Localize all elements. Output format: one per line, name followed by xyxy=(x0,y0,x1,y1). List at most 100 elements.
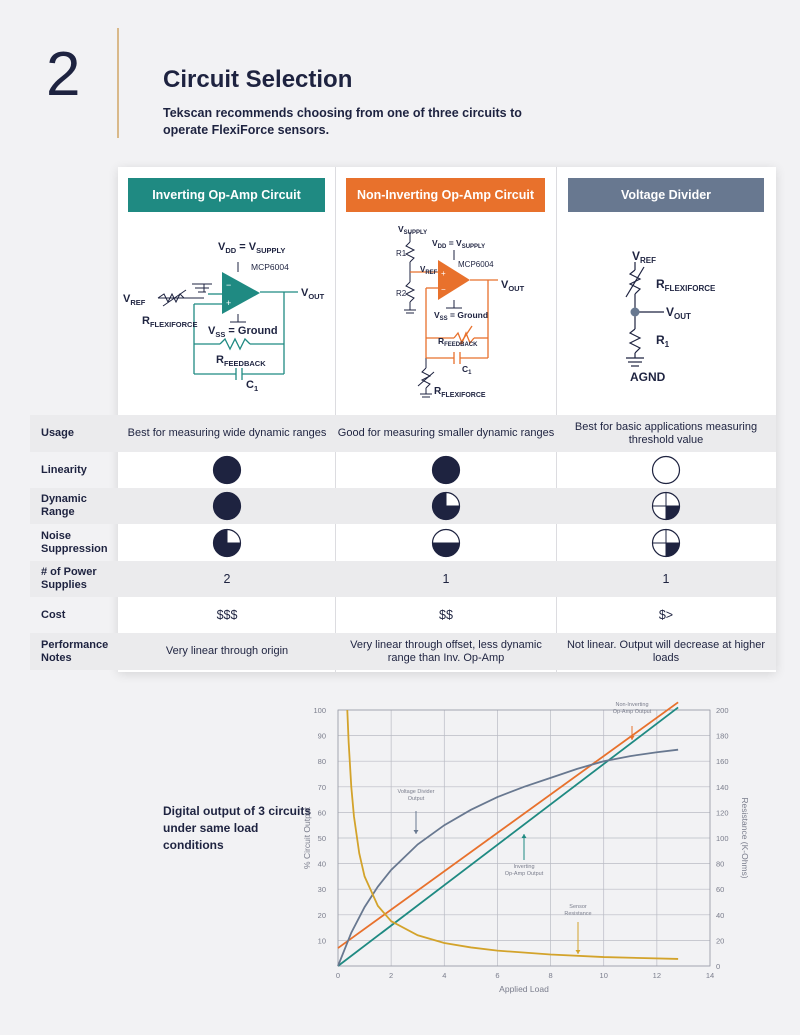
c1-label: C xyxy=(246,379,254,391)
svg-text:−: − xyxy=(441,285,446,294)
section-number: 2 xyxy=(46,40,81,109)
annotation-arrowhead xyxy=(575,950,581,954)
vdd-label: V xyxy=(218,241,226,253)
y2-tick-label: 200 xyxy=(716,706,729,715)
row-label: Cost xyxy=(41,608,66,621)
y-tick-label: 20 xyxy=(318,911,326,920)
svg-text:RFLEXIFORCE: RFLEXIFORCE xyxy=(434,386,486,399)
vss-label: V xyxy=(434,310,440,320)
row-label: Performance Notes xyxy=(41,638,109,664)
table-cell: 2 xyxy=(223,571,231,586)
x-tick-label: 0 xyxy=(336,971,340,980)
rfeedback-label: R xyxy=(438,336,444,346)
y-tick-label: 90 xyxy=(318,732,326,741)
rflex-label: R xyxy=(142,315,150,327)
y2-axis-label: Resistance (K-Ohms) xyxy=(740,797,750,878)
vref-label: V xyxy=(420,265,426,274)
c1-label: C xyxy=(462,364,468,374)
rating-circle-icon xyxy=(212,491,242,521)
vout-label: V xyxy=(301,287,309,299)
svg-text:VSS = Ground: VSS = Ground xyxy=(208,325,278,339)
section-subtitle: Tekscan recommends choosing from one of … xyxy=(163,106,522,137)
svg-text:VREF: VREF xyxy=(420,265,438,276)
svg-text:VSS = Ground: VSS = Ground xyxy=(434,310,488,322)
vref-label: V xyxy=(632,249,640,263)
x-tick-label: 12 xyxy=(653,971,661,980)
rating-circle-icon xyxy=(651,528,681,557)
table-cell: Not linear. Output will decrease at high… xyxy=(566,638,766,664)
rating-circle-icon xyxy=(212,455,242,485)
section-divider xyxy=(117,28,119,138)
svg-text:VOUT: VOUT xyxy=(301,287,325,301)
table-cell: Very linear through offset, less dynamic… xyxy=(350,638,542,664)
row-label: Usage xyxy=(41,427,75,439)
agnd-label: AGND xyxy=(630,370,666,384)
annotation-label: Resistance xyxy=(564,911,591,917)
svg-text:C1: C1 xyxy=(246,379,258,393)
svg-text:R1: R1 xyxy=(656,333,670,349)
r2-label: R2 xyxy=(396,289,407,298)
rating-circle-icon xyxy=(651,455,681,485)
table-row xyxy=(30,633,776,670)
svg-text:C1: C1 xyxy=(462,364,472,376)
table-cell: Very linear through origin xyxy=(165,645,289,657)
row-label: # of Power Supplies xyxy=(41,566,97,591)
x-tick-label: 4 xyxy=(442,971,446,980)
vout-label: V xyxy=(666,305,674,319)
y2-tick-label: 100 xyxy=(716,834,729,843)
row-label: Noise Suppression xyxy=(41,529,108,555)
svg-text:RFEEDBACK: RFEEDBACK xyxy=(438,336,478,348)
y-tick-label: 50 xyxy=(318,834,326,843)
vsupply-label: V xyxy=(398,224,404,234)
x-tick-label: 6 xyxy=(495,971,499,980)
plot-frame xyxy=(337,709,711,967)
y2-tick-label: 20 xyxy=(716,936,724,945)
y-tick-label: 60 xyxy=(318,808,326,817)
rating-circle-icon xyxy=(212,528,242,557)
r1-label: R1 xyxy=(396,249,407,258)
x-tick-label: 14 xyxy=(706,971,714,980)
y-tick-label: 100 xyxy=(313,706,326,715)
y2-tick-label: 80 xyxy=(716,860,724,869)
rating-circle-icon xyxy=(431,491,461,521)
x-tick-label: 8 xyxy=(548,971,552,980)
x-axis-label: Applied Load xyxy=(499,984,549,994)
x-tick-label: 10 xyxy=(600,971,608,980)
rflex-label: R xyxy=(434,386,442,397)
row-label: Dynamic Range xyxy=(41,493,87,518)
svg-text:VDD = VSUPPLY: VDD = VSUPPLY xyxy=(218,241,285,255)
series-line xyxy=(337,701,679,949)
annotation-label: Output xyxy=(408,796,425,802)
svg-text:RFLEXIFORCE: RFLEXIFORCE xyxy=(656,277,716,293)
y-axis-label: % Circuit Output xyxy=(302,806,312,869)
annotation-label: Inverting xyxy=(513,864,534,870)
annotation-arrowhead xyxy=(629,736,635,740)
vref-label: V xyxy=(123,293,131,305)
vout-label: V xyxy=(501,279,509,291)
x-tick-label: 2 xyxy=(389,971,393,980)
table-cell: 1 xyxy=(662,571,670,586)
annotation-label: Non-Inverting xyxy=(615,702,648,708)
table-row xyxy=(30,415,776,452)
column-header-divider: Voltage Divider xyxy=(568,178,764,212)
rating-circle-icon xyxy=(431,455,461,485)
table-row xyxy=(30,488,776,524)
rflex-label: R xyxy=(656,277,665,291)
y2-tick-label: 160 xyxy=(716,757,729,766)
y2-tick-label: 60 xyxy=(716,885,724,894)
annotation-label: Sensor xyxy=(569,904,587,910)
series-line xyxy=(346,709,679,960)
noninverting-opamp-schematic: + − VSUPPLY R1 R2 VDD = VSUPPLY VREF MCP… xyxy=(396,224,525,399)
series-line xyxy=(337,706,679,967)
annotation-label: Op-Amp Output xyxy=(505,871,544,877)
row-label: Linearity xyxy=(41,463,87,476)
svg-text:VDD = VSUPPLY: VDD = VSUPPLY xyxy=(432,238,485,250)
svg-text:+: + xyxy=(226,298,231,308)
y2-tick-label: 140 xyxy=(716,783,729,792)
r1-label: R xyxy=(656,333,665,347)
y-tick-label: 30 xyxy=(318,885,326,894)
chip-label: MCP6004 xyxy=(251,262,289,272)
y2-tick-label: 0 xyxy=(716,962,720,971)
annotation-label: Op-Amp Output xyxy=(613,709,652,715)
svg-text:VSUPPLY: VSUPPLY xyxy=(398,224,427,236)
